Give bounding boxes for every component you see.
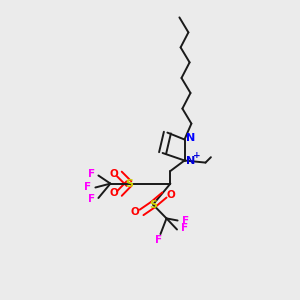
- Text: F: F: [155, 235, 163, 245]
- Text: S: S: [149, 200, 157, 210]
- Text: F: F: [182, 215, 189, 226]
- Text: S: S: [125, 178, 133, 189]
- Text: N: N: [187, 155, 196, 166]
- Text: F: F: [181, 223, 188, 233]
- Text: F: F: [88, 194, 95, 205]
- Text: N: N: [187, 133, 196, 143]
- Text: O: O: [109, 188, 118, 199]
- Text: F: F: [84, 182, 92, 193]
- Text: F: F: [88, 169, 95, 179]
- Text: O: O: [109, 169, 118, 179]
- Text: O: O: [167, 190, 176, 200]
- Text: +: +: [193, 151, 201, 160]
- Text: O: O: [130, 207, 140, 218]
